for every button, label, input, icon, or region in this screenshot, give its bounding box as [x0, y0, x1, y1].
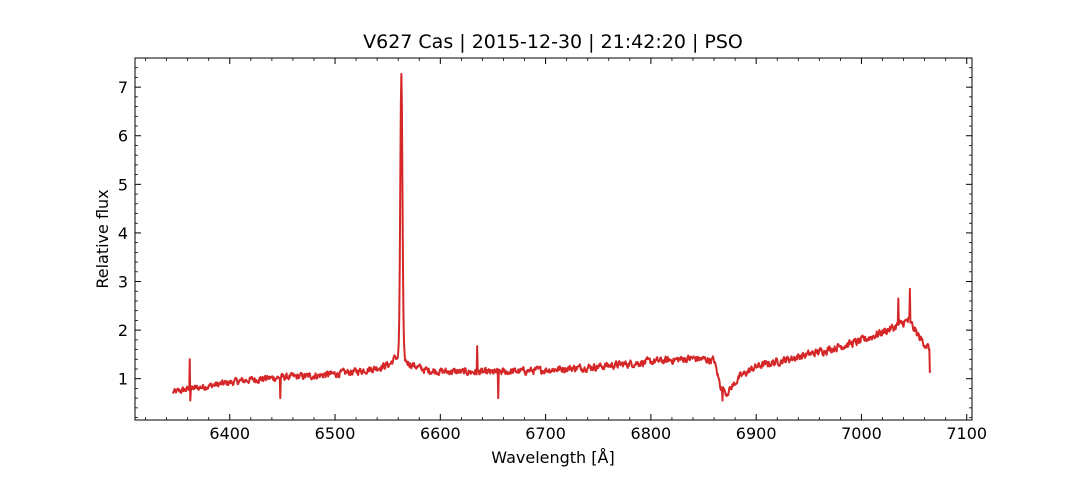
series-layer [171, 73, 931, 402]
x-tick-label: 6700 [525, 424, 566, 443]
x-axis-title: Wavelength [Å] [491, 448, 614, 467]
x-axis: 6400 6500 6600 6700 6800 6900 7000 7100 [145, 58, 987, 443]
y-tick-label: 3 [118, 273, 128, 292]
y-tick-label: 4 [118, 224, 128, 243]
y-tick-label: 2 [118, 321, 128, 340]
x-tick-label: 7100 [946, 424, 987, 443]
x-tick-label: 6600 [420, 424, 461, 443]
y-axis: 1 2 3 4 5 6 7 [118, 67, 972, 418]
y-tick-label: 7 [118, 78, 128, 97]
plot-area [134, 57, 973, 421]
y-tick-label: 6 [118, 127, 128, 146]
x-tick-label: 6900 [736, 424, 777, 443]
x-tick-label: 6800 [631, 424, 672, 443]
x-tick-label: 6400 [209, 424, 250, 443]
spectrum-line [171, 73, 931, 402]
x-tick-label: 6500 [315, 424, 356, 443]
y-tick-label: 5 [118, 175, 128, 194]
y-tick-label: 1 [118, 370, 128, 389]
chart-title: V627 Cas | 2015-12-30 | 21:42:20 | PSO [363, 31, 743, 53]
y-axis-title: Relative flux [93, 189, 112, 288]
x-tick-label: 7000 [841, 424, 882, 443]
